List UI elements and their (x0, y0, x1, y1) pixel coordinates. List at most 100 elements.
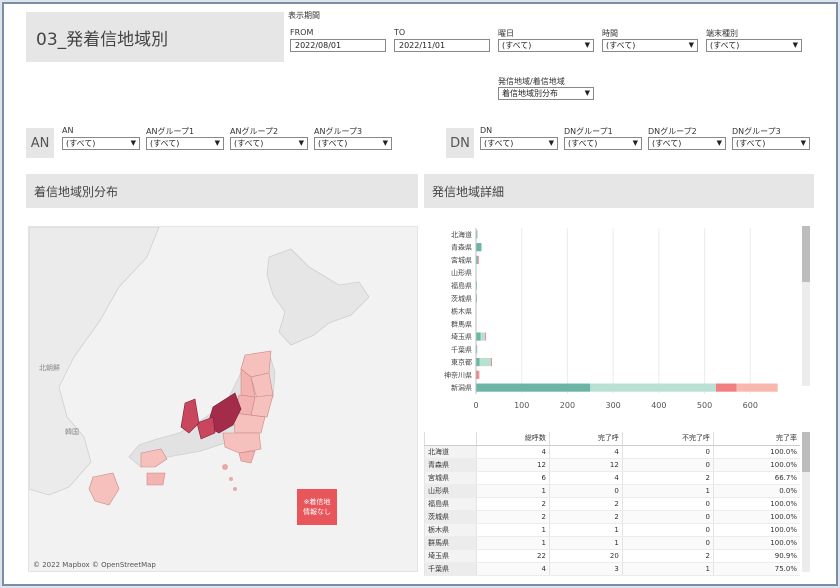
table-scrollbar-thumb[interactable] (802, 432, 810, 472)
western-region[interactable] (140, 448, 168, 468)
weekday-select[interactable]: (すべて) ▼ (498, 39, 594, 52)
table-row[interactable]: 青森県 12 12 0 100.0% (424, 458, 800, 472)
from-date-input[interactable]: 2022/08/01 (290, 39, 386, 52)
dn-group2-select[interactable]: (すべて) ▼ (648, 137, 726, 150)
bar-segment[interactable] (736, 383, 778, 392)
table-row[interactable]: 千葉県 4 3 1 75.0% (424, 562, 800, 576)
category-label: 神奈川県 (444, 370, 472, 379)
dropdown-arrow-icon: ▼ (688, 41, 694, 49)
dn-group2-value: (すべて) (652, 139, 682, 148)
category-label: 栃木県 (451, 307, 472, 316)
x-tick-label: 0 (473, 401, 478, 410)
no-info-text: ※着信地 情報なし (303, 498, 331, 516)
south-korea-label: 韓国 (65, 428, 79, 436)
prefecture-cell: 茨城県 (424, 510, 477, 524)
table-cell: 100.0% (713, 510, 800, 524)
x-tick-label: 200 (560, 401, 575, 410)
fukushima-region[interactable] (232, 412, 266, 434)
table-cell: 2 (548, 497, 623, 511)
table-cell: 0 (621, 510, 714, 524)
bar-segment[interactable] (476, 332, 481, 341)
table-header-cell[interactable]: 完了率 (713, 432, 800, 446)
table-header-cell[interactable] (424, 432, 477, 446)
bar-segment[interactable] (476, 255, 478, 265)
dropdown-arrow-icon: ▼ (130, 139, 136, 147)
bar-segment[interactable] (716, 383, 737, 392)
ishikawa-region[interactable] (180, 398, 200, 434)
table-cell: 1 (548, 523, 623, 537)
kyushu-region[interactable] (88, 472, 120, 506)
table-cell: 4 (476, 445, 550, 459)
bar-segment[interactable] (491, 357, 492, 367)
table-cell: 100.0% (713, 536, 800, 550)
bar-segment[interactable] (476, 370, 479, 379)
dn-select[interactable]: (すべて) ▼ (480, 137, 558, 150)
weekday-value: (すべて) (502, 41, 532, 50)
an-group1-value: (すべて) (150, 139, 180, 148)
table-cell: 0 (621, 445, 714, 459)
an-group2-value: (すべて) (234, 139, 264, 148)
dn-label: DN (480, 126, 493, 135)
time-select[interactable]: (すべて) ▼ (602, 39, 698, 52)
device-select[interactable]: (すべて) ▼ (706, 39, 802, 52)
category-label: 群馬県 (451, 319, 472, 328)
dn-group1-select[interactable]: (すべて) ▼ (564, 137, 642, 150)
category-label: 山形県 (451, 268, 472, 277)
an-group3-select[interactable]: (すべて) ▼ (314, 137, 392, 150)
chart-scrollbar-thumb[interactable] (802, 226, 810, 282)
japan-map[interactable]: 北朝鮮 韓国 ※着信地 情報なし © 2022 Mapbox © OpenStr… (28, 226, 418, 572)
table-row[interactable]: 埼玉県 22 20 2 90.9% (424, 549, 800, 563)
table-cell: 75.0% (713, 562, 800, 576)
an-group1-select[interactable]: (すべて) ▼ (146, 137, 224, 150)
prefecture-cell: 福島県 (424, 497, 477, 511)
weekday-label: 曜日 (498, 29, 514, 38)
bar-segment[interactable] (479, 357, 492, 367)
table-cell: 4 (476, 562, 550, 576)
table-cell: 2 (476, 510, 550, 524)
kanto-region[interactable] (222, 432, 262, 454)
from-label: FROM (290, 28, 314, 37)
table-cell: 1 (548, 536, 623, 550)
table-row[interactable]: 山形県 1 0 1 0.0% (424, 484, 800, 498)
island-dot (229, 477, 233, 481)
an-group2-label: ANグループ2 (230, 127, 279, 136)
dn-tag: DN (446, 128, 474, 158)
bar-segment[interactable] (485, 332, 487, 341)
map-svg (29, 227, 370, 506)
table-row[interactable]: 福島県 2 2 0 100.0% (424, 497, 800, 511)
device-value: (すべて) (710, 41, 740, 50)
chart-scrollbar[interactable] (802, 226, 810, 386)
table-row[interactable]: 宮城県 6 4 2 66.7% (424, 471, 800, 485)
bar-segment[interactable] (477, 255, 479, 265)
table-header-cell[interactable]: 不完了呼 (621, 432, 714, 446)
island-dot (222, 464, 228, 470)
table-cell: 22 (476, 549, 550, 563)
toyama-region[interactable] (196, 416, 216, 440)
table-header-cell[interactable]: 総呼数 (476, 432, 550, 446)
an-select[interactable]: (すべて) ▼ (62, 137, 140, 150)
shikoku-region[interactable] (146, 472, 166, 486)
table-scrollbar[interactable] (802, 432, 810, 572)
category-label: 東京都 (451, 358, 472, 367)
table-row[interactable]: 栃木県 1 1 0 100.0% (424, 523, 800, 537)
to-label: TO (394, 28, 406, 37)
x-tick-label: 600 (743, 401, 758, 410)
dn-group3-select[interactable]: (すべて) ▼ (732, 137, 810, 150)
dropdown-arrow-icon: ▼ (382, 139, 388, 147)
bar-segment[interactable] (590, 383, 716, 392)
bar-segment[interactable] (480, 332, 486, 341)
bar-segment[interactable] (476, 230, 478, 239)
tokyo-region[interactable] (238, 450, 256, 464)
table-row[interactable]: 北海道 4 4 0 100.0% (424, 445, 800, 459)
table-row[interactable]: 群馬県 1 1 0 100.0% (424, 536, 800, 550)
bar-segment[interactable] (476, 383, 591, 392)
region-select[interactable]: 着信地域別分布 ▼ (498, 87, 594, 100)
table-cell: 4 (548, 471, 623, 485)
to-date-input[interactable]: 2022/11/01 (394, 39, 490, 52)
bar-segment[interactable] (476, 243, 482, 252)
an-group2-select[interactable]: (すべて) ▼ (230, 137, 308, 150)
table-header-cell[interactable]: 完了呼 (548, 432, 623, 446)
bar-segment[interactable] (476, 357, 480, 367)
table-row[interactable]: 茨城県 2 2 0 100.0% (424, 510, 800, 524)
bar-segment[interactable] (478, 370, 480, 379)
